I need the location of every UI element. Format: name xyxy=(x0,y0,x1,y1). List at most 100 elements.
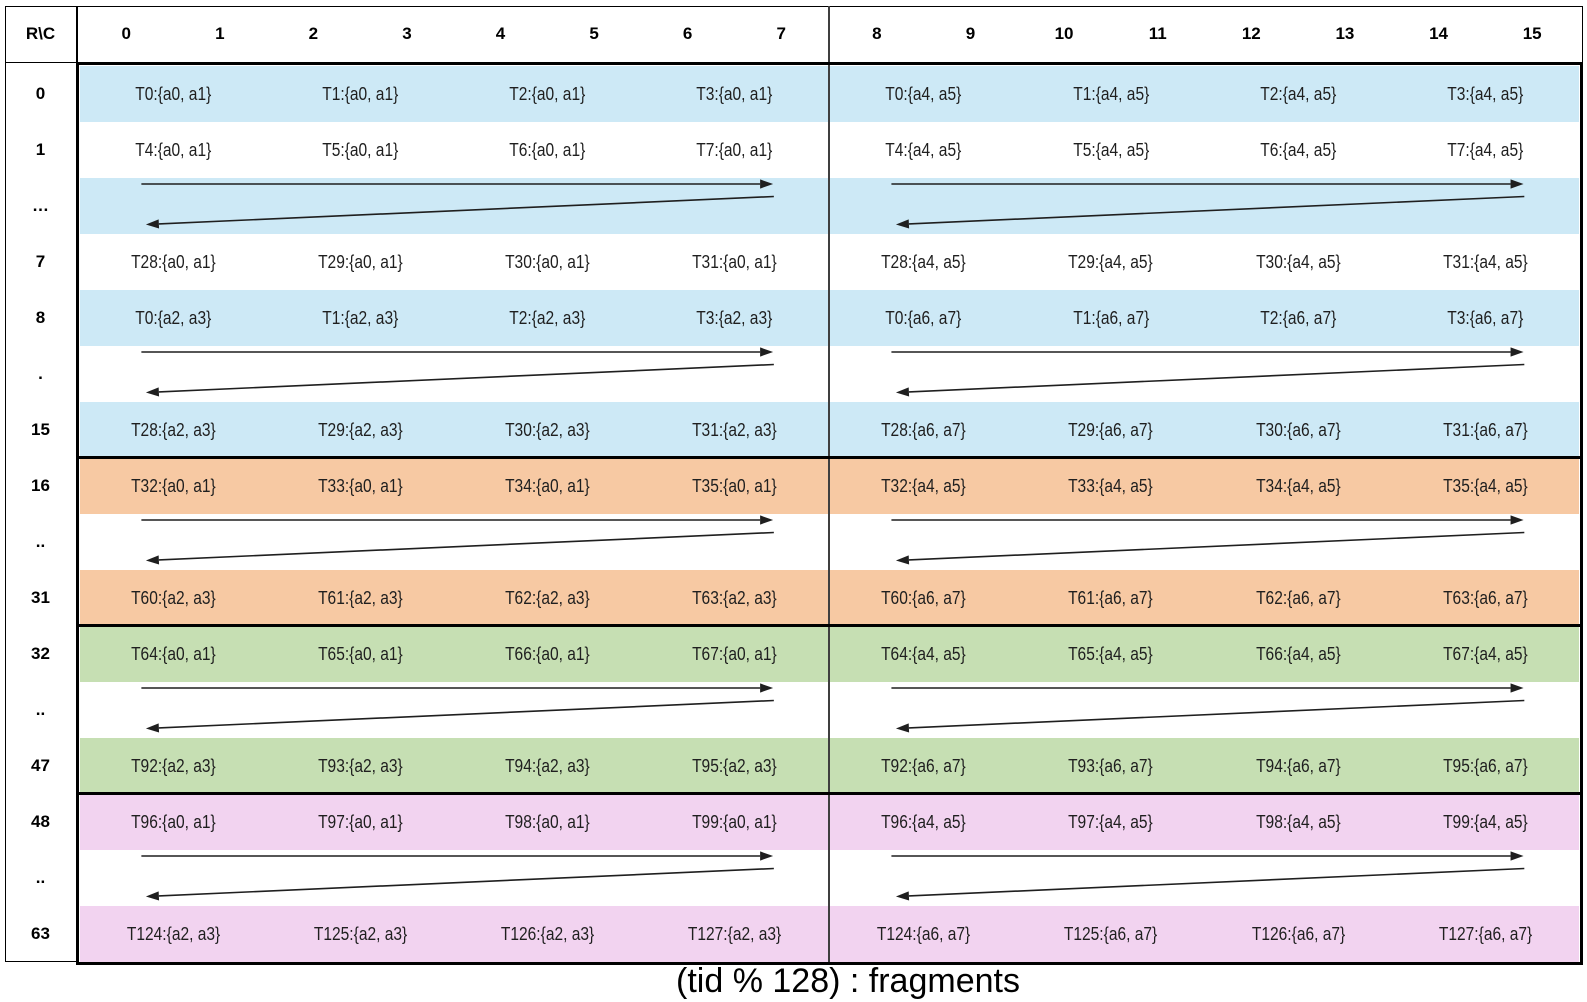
thread-cell: T63:{a2, a3} xyxy=(641,570,828,626)
arrow-right-head xyxy=(1510,346,1524,357)
thread-cell: T92:{a2, a3} xyxy=(80,738,267,794)
thread-cell-text: T28:{a2, a3} xyxy=(130,418,216,440)
arrow-return-left-head xyxy=(895,890,910,901)
thread-cell-text: T0:{a2, a3} xyxy=(135,306,212,328)
thread-cell-text: T2:{a6, a7} xyxy=(1260,306,1337,328)
label-column-bottom-line xyxy=(5,961,77,962)
row-label: . xyxy=(38,363,43,383)
thread-cell: T34:{a4, a5} xyxy=(1205,458,1392,514)
thread-cell: T1:{a6, a7} xyxy=(1017,290,1204,346)
thread-cell: T94:{a6, a7} xyxy=(1205,738,1392,794)
outer-top-line xyxy=(5,6,1582,7)
column-header-15: 15 xyxy=(1522,24,1542,43)
arrow-return-left-head xyxy=(145,554,159,565)
arrow-return-left xyxy=(158,363,774,393)
row-cells-left-half: T96:{a0, a1} T97:{a0, a1} T98:{a0, a1} T99:… xyxy=(80,794,829,850)
thread-cell: T1:{a2, a3} xyxy=(267,290,454,346)
thread-cell: T93:{a2, a3} xyxy=(267,738,454,794)
row-cells-right-half: T124:{a6, a7} T125:{a6, a7} T126:{a6, a7} T… xyxy=(830,906,1579,962)
thread-cell-text: T62:{a2, a3} xyxy=(504,586,590,608)
arrow-return-left xyxy=(908,699,1525,729)
thread-cell: T5:{a0, a1} xyxy=(267,122,454,178)
arrow-return-left-head xyxy=(145,722,159,733)
thread-cell: T7:{a0, a1} xyxy=(641,122,828,178)
warp-block-separator xyxy=(76,455,1583,460)
corner-header-cell: R\C xyxy=(25,24,56,43)
thread-cell: T3:{a6, a7} xyxy=(1392,290,1579,346)
row-cells-right-half: T32:{a4, a5} T33:{a4, a5} T34:{a4, a5} T35:… xyxy=(830,458,1579,514)
thread-cell-text: T0:{a6, a7} xyxy=(885,306,962,328)
row-label: … xyxy=(32,195,49,215)
column-header-8: 8 xyxy=(872,24,882,43)
half-divider-line xyxy=(828,6,830,962)
thread-cell: T99:{a4, a5} xyxy=(1392,794,1579,850)
row-cells-right-half: T92:{a6, a7} T93:{a6, a7} T94:{a6, a7} T95:… xyxy=(830,738,1579,794)
thread-cell-text: T97:{a0, a1} xyxy=(317,810,403,832)
serpentine-arrows xyxy=(140,682,774,733)
thread-cell-text: T61:{a6, a7} xyxy=(1068,586,1154,608)
arrow-return-left xyxy=(908,195,1525,225)
thread-cell-text: T66:{a0, a1} xyxy=(504,642,590,664)
row-cells-left-half: T28:{a0, a1} T29:{a0, a1} T30:{a0, a1} T31:… xyxy=(80,234,829,290)
thread-cell-text: T29:{a2, a3} xyxy=(317,418,403,440)
thread-cell-text: T33:{a0, a1} xyxy=(317,474,403,496)
thread-cell-text: T31:{a0, a1} xyxy=(692,250,777,272)
thread-cell-text: T96:{a0, a1} xyxy=(130,810,216,832)
row-label: 8 xyxy=(35,307,46,327)
column-header-4: 4 xyxy=(495,24,506,43)
thread-cell: T31:{a4, a5} xyxy=(1392,234,1579,290)
thread-cell: T30:{a4, a5} xyxy=(1205,234,1392,290)
thread-cell-text: T31:{a2, a3} xyxy=(692,418,777,440)
thread-cell-text: T1:{a0, a1} xyxy=(322,82,399,104)
column-header-7: 7 xyxy=(776,24,786,43)
column-header-10: 10 xyxy=(1054,24,1074,43)
thread-cell: T33:{a4, a5} xyxy=(1017,458,1204,514)
thread-cell-text: T98:{a0, a1} xyxy=(504,810,590,832)
arrow-return-left xyxy=(158,867,774,897)
thread-cell: T94:{a2, a3} xyxy=(454,738,641,794)
thread-cell: T0:{a2, a3} xyxy=(80,290,267,346)
serpentine-arrows xyxy=(891,178,1525,229)
column-header-2: 2 xyxy=(308,24,319,43)
thread-cell: T96:{a0, a1} xyxy=(80,794,267,850)
thread-cell-text: T2:{a2, a3} xyxy=(509,306,586,328)
thread-cell-text: T29:{a0, a1} xyxy=(317,250,403,272)
thread-cell-text: T93:{a6, a7} xyxy=(1068,754,1154,776)
thread-cell-text: T7:{a0, a1} xyxy=(696,138,773,160)
thread-cell: T66:{a0, a1} xyxy=(454,626,641,682)
thread-cell: T3:{a0, a1} xyxy=(641,66,828,122)
thread-cell: T97:{a4, a5} xyxy=(1017,794,1204,850)
thread-cell: T64:{a0, a1} xyxy=(80,626,267,682)
thread-cell-text: T64:{a0, a1} xyxy=(130,642,216,664)
thread-cell: T127:{a6, a7} xyxy=(1392,906,1579,962)
column-header-1: 1 xyxy=(215,24,225,43)
thread-cell-text: T28:{a0, a1} xyxy=(130,250,216,272)
thread-cell-text: T1:{a6, a7} xyxy=(1072,306,1149,328)
row-label: 16 xyxy=(31,475,50,495)
row-cells-right-half: T60:{a6, a7} T61:{a6, a7} T62:{a6, a7} T63:… xyxy=(830,570,1579,626)
thread-cell-text: T63:{a6, a7} xyxy=(1443,586,1528,608)
outer-right-line-header xyxy=(1581,6,1583,63)
thread-cell-text: T5:{a0, a1} xyxy=(322,138,399,160)
thread-cell: T65:{a4, a5} xyxy=(1017,626,1204,682)
thread-cell: T35:{a4, a5} xyxy=(1392,458,1579,514)
thread-cell-text: T28:{a6, a7} xyxy=(881,418,966,440)
thread-cell-text: T64:{a4, a5} xyxy=(881,642,966,664)
thread-cell: T60:{a6, a7} xyxy=(830,570,1017,626)
thread-cell-text: T28:{a4, a5} xyxy=(881,250,966,272)
row-cells-left-half: T64:{a0, a1} T65:{a0, a1} T66:{a0, a1} T67:… xyxy=(80,626,829,682)
thread-cell-text: T98:{a4, a5} xyxy=(1255,810,1341,832)
thread-cell-text: T0:{a0, a1} xyxy=(135,82,212,104)
thread-cell: T3:{a2, a3} xyxy=(641,290,828,346)
thread-cell: T67:{a4, a5} xyxy=(1392,626,1579,682)
thread-cell-text: T29:{a6, a7} xyxy=(1068,418,1154,440)
row-label: 7 xyxy=(35,251,46,271)
thread-cell: T66:{a4, a5} xyxy=(1205,626,1392,682)
column-header-6: 6 xyxy=(682,24,693,43)
arrow-return-left xyxy=(908,363,1525,393)
column-header-12: 12 xyxy=(1241,24,1261,43)
thread-cell: T28:{a0, a1} xyxy=(80,234,267,290)
thread-cell-text: T34:{a0, a1} xyxy=(504,474,590,496)
thread-cell-text: T67:{a0, a1} xyxy=(692,642,777,664)
thread-cell-text: T96:{a4, a5} xyxy=(881,810,966,832)
